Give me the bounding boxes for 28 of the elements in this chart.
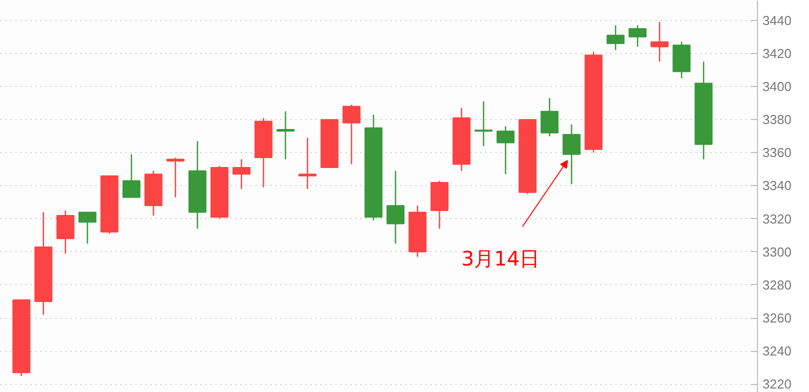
y-tick-label: 3440 bbox=[762, 12, 792, 28]
candlestick bbox=[650, 21, 669, 62]
candlestick bbox=[122, 154, 140, 198]
candlestick bbox=[606, 24, 625, 51]
candlestick bbox=[540, 97, 559, 137]
y-tick-label: 3240 bbox=[762, 344, 792, 359]
candlestick bbox=[386, 170, 404, 244]
candlestick bbox=[276, 110, 294, 160]
candlestick bbox=[56, 210, 74, 254]
y-tick-label: 3280 bbox=[762, 277, 792, 292]
y-tick-label: 3320 bbox=[762, 211, 792, 226]
candlestick bbox=[166, 156, 184, 198]
candlestick bbox=[628, 24, 647, 48]
y-tick-label: 3400 bbox=[762, 79, 792, 94]
candlestick bbox=[78, 212, 96, 244]
candlestick bbox=[496, 126, 515, 175]
candlestick bbox=[342, 104, 360, 165]
y-tick-label: 3220 bbox=[762, 376, 792, 392]
candlestick bbox=[474, 100, 492, 147]
y-tick-label: 3360 bbox=[762, 145, 792, 160]
y-tick-label: 3380 bbox=[762, 112, 792, 128]
y-tick-label: 3300 bbox=[762, 244, 792, 260]
candlestick bbox=[298, 137, 316, 190]
y-tick-label: 3340 bbox=[762, 178, 792, 194]
candlestick bbox=[232, 158, 250, 190]
y-tick-label: 3420 bbox=[762, 46, 792, 61]
annotation: 3月14日 bbox=[461, 246, 540, 270]
y-tick-label: 3260 bbox=[762, 310, 792, 326]
